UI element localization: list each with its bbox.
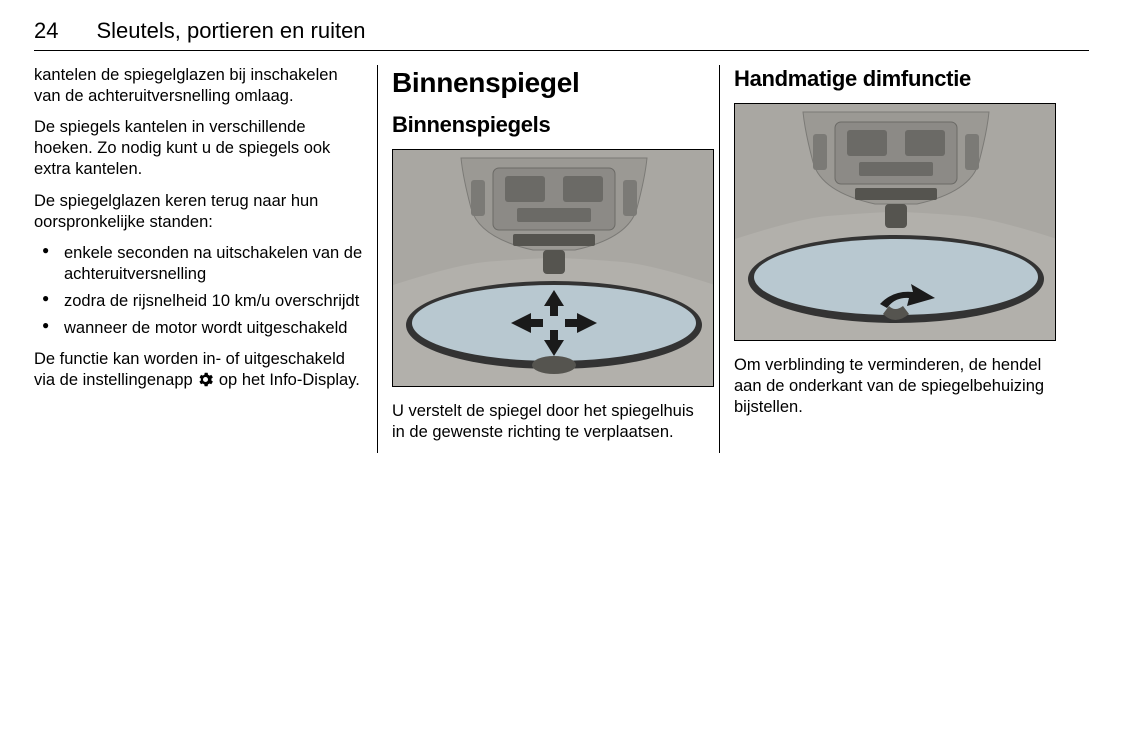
list-item: wanneer de motor wordt uitge­schakeld (34, 318, 363, 339)
paragraph: De spiegels kantelen in verschillende ho… (34, 117, 363, 180)
text-fragment: op het Info-Display. (214, 371, 360, 389)
page: 24 Sleutels, portieren en ruiten kantele… (0, 0, 1123, 750)
paragraph: De functie kan worden in- of uitge­schak… (34, 349, 363, 391)
chapter-title: Sleutels, portieren en ruiten (96, 18, 365, 44)
figure-mirror-dim (734, 103, 1056, 341)
column-left: kantelen de spiegelglazen bij inscha­kel… (34, 65, 377, 453)
content-columns: kantelen de spiegelglazen bij inscha­kel… (34, 65, 1089, 453)
subsection-heading: Binnenspiegels (392, 111, 705, 139)
section-heading: Binnenspiegel (392, 65, 705, 101)
bullet-list: enkele seconden na uitschake­len van de … (34, 243, 363, 339)
gear-icon (198, 372, 213, 391)
figure-caption: U verstelt de spiegel door het spie­gelh… (392, 401, 705, 443)
column-right: Handmatige dimfunctie (720, 65, 1063, 453)
list-item: enkele seconden na uitschake­len van de … (34, 243, 363, 285)
subsection-heading: Handmatige dimfunctie (734, 65, 1063, 93)
figure-caption: Om verblinding te verminderen, de hendel… (734, 355, 1063, 418)
column-middle: Binnenspiegel Binnenspiegels (377, 65, 720, 453)
figure-mirror-adjust (392, 149, 714, 387)
page-number: 24 (34, 18, 58, 44)
paragraph: kantelen de spiegelglazen bij inscha­kel… (34, 65, 363, 107)
paragraph: De spiegelglazen keren terug naar hun oo… (34, 191, 363, 233)
list-item: zodra de rijsnelheid 10 km/u overschrijd… (34, 291, 363, 312)
page-header: 24 Sleutels, portieren en ruiten (34, 18, 1089, 51)
